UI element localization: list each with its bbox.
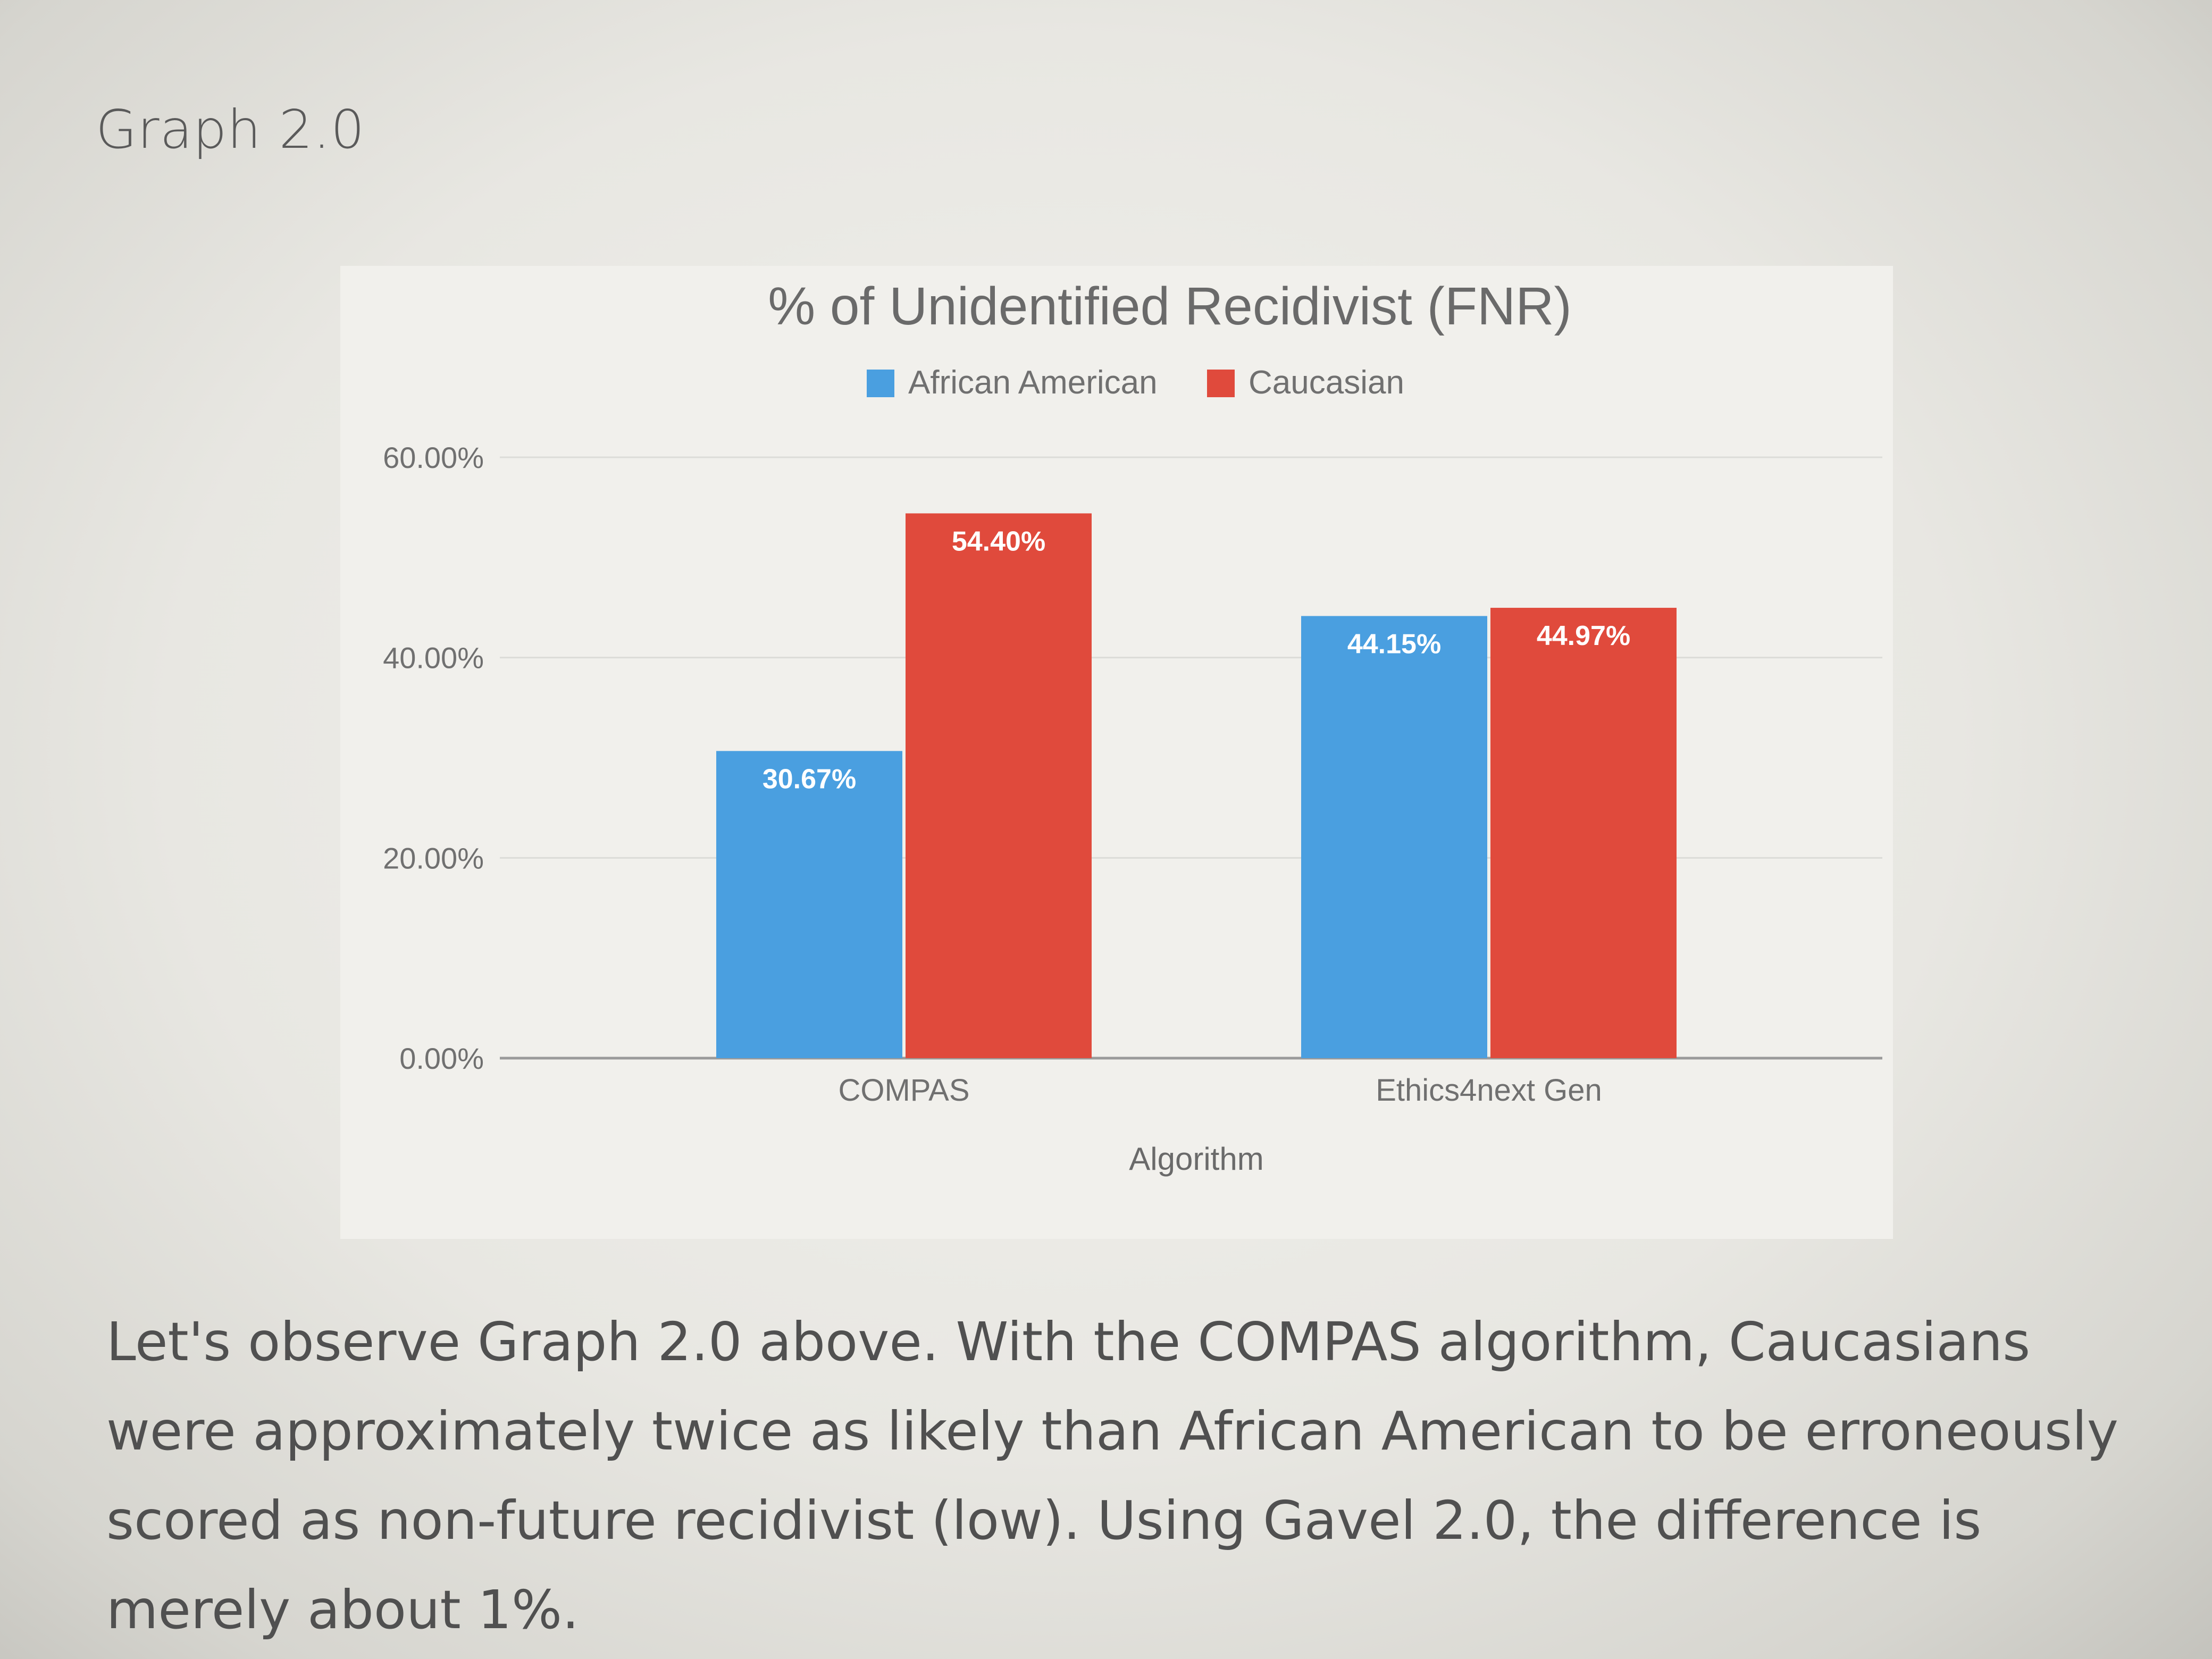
- y-tick-label: 60.00%: [383, 441, 484, 474]
- y-tick-label: 40.00%: [383, 641, 484, 675]
- legend-swatch-caucasian: [1207, 370, 1235, 397]
- bar-chart: % of Unidentified Recidivist (FNR) Afric…: [383, 276, 1882, 1177]
- x-tick-label: Ethics4next Gen: [1376, 1073, 1602, 1108]
- graph-heading: Graph 2.0: [96, 98, 365, 161]
- legend-label-caucasian: Caucasian: [1249, 364, 1404, 401]
- bar-african-american-ethics4next-gen: [1301, 616, 1487, 1058]
- bar-african-american-compas: [716, 751, 902, 1058]
- bar-caucasian-ethics4next-gen: [1490, 608, 1677, 1058]
- legend: African American Caucasian: [867, 364, 1404, 401]
- bar-caucasian-compas: [906, 513, 1092, 1058]
- x-tick-label: COMPAS: [838, 1073, 969, 1108]
- bar-value-label: 44.15%: [1347, 629, 1441, 660]
- bar-value-label: 30.67%: [763, 764, 856, 794]
- x-axis-ticks: COMPAS Ethics4next Gen: [838, 1073, 1602, 1108]
- explanation-paragraph: Let's observe Graph 2.0 above. With the …: [106, 1311, 2118, 1641]
- bar-value-label: 44.97%: [1537, 621, 1630, 651]
- chart-title: % of Unidentified Recidivist (FNR): [768, 276, 1572, 336]
- legend-swatch-african-american: [867, 370, 894, 397]
- x-axis-label: Algorithm: [1129, 1141, 1263, 1177]
- y-tick-label: 0.00%: [399, 1042, 484, 1075]
- bar-value-labels: 30.67% 54.40% 44.15% 44.97%: [763, 526, 1630, 794]
- y-axis-ticks: 0.00% 20.00% 40.00% 60.00%: [383, 441, 484, 1075]
- chart-card: % of Unidentified Recidivist (FNR) Afric…: [340, 266, 1893, 1239]
- y-tick-label: 20.00%: [383, 841, 484, 875]
- bar-value-label: 54.40%: [952, 526, 1045, 557]
- bars: [716, 513, 1677, 1058]
- legend-label-african-american: African American: [908, 364, 1158, 401]
